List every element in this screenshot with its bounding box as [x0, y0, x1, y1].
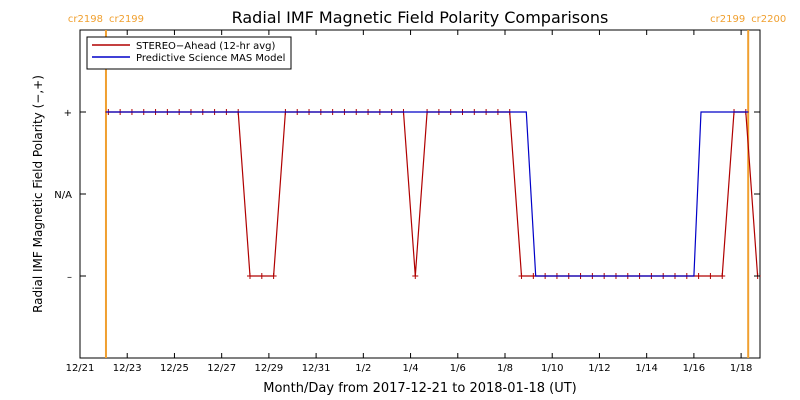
- legend-label-1: Predictive Science MAS Model: [136, 53, 285, 64]
- rotation-label-left-1: cr2199: [710, 14, 745, 25]
- x-tick-label-3: 12/27: [207, 363, 236, 374]
- x-tick-label-1: 12/23: [113, 363, 142, 374]
- data-point-0-14: [270, 273, 277, 279]
- x-tick-label-14: 1/18: [730, 363, 752, 374]
- x-tick-label-5: 12/31: [302, 363, 331, 374]
- x-tick-label-7: 1/4: [403, 363, 419, 374]
- x-tick-label-2: 12/25: [160, 363, 189, 374]
- legend-label-0: STEREO−Ahead (12-hr avg): [136, 41, 276, 52]
- rotation-label-left-0: cr2198: [68, 14, 103, 25]
- rotation-label-right-0: cr2199: [109, 14, 144, 25]
- legend: STEREO−Ahead (12-hr avg)Predictive Scien…: [86, 36, 292, 70]
- x-tick-label-8: 1/6: [450, 363, 466, 374]
- y-tick-label-2: –: [67, 272, 72, 283]
- rotation-label-right-1: cr2200: [751, 14, 786, 25]
- x-tick-label-10: 1/10: [541, 363, 563, 374]
- x-axis-label: Month/Day from 2017-12-21 to 2018-01-18 …: [263, 381, 576, 396]
- data-point-0-13: [258, 273, 265, 279]
- legend-box: [86, 36, 292, 70]
- data-point-0-52: [719, 273, 726, 279]
- data-point-0-12: [247, 273, 253, 279]
- data-point-0-26: [412, 273, 419, 279]
- data-point-0-50: [695, 273, 702, 279]
- x-tick-label-6: 1/2: [355, 363, 371, 374]
- x-tick-label-0: 12/21: [66, 363, 95, 374]
- y-tick-label-1: N/A: [54, 190, 72, 201]
- chart-title: Radial IMF Magnetic Field Polarity Compa…: [232, 8, 609, 27]
- series-1: [106, 111, 749, 277]
- series-line-1: [106, 111, 749, 277]
- x-tick-label-12: 1/14: [635, 363, 657, 374]
- y-tick-label-0: +: [64, 108, 72, 119]
- x-tick-label-13: 1/16: [683, 363, 705, 374]
- data-point-0-35: [518, 273, 525, 279]
- x-tick-label-11: 1/12: [588, 363, 610, 374]
- x-tick-label-9: 1/8: [497, 363, 513, 374]
- x-tick-label-4: 12/29: [254, 363, 283, 374]
- data-point-0-51: [707, 273, 714, 279]
- y-axis-label: Radial IMF Magnetic Field Polarity (−,+): [31, 75, 45, 313]
